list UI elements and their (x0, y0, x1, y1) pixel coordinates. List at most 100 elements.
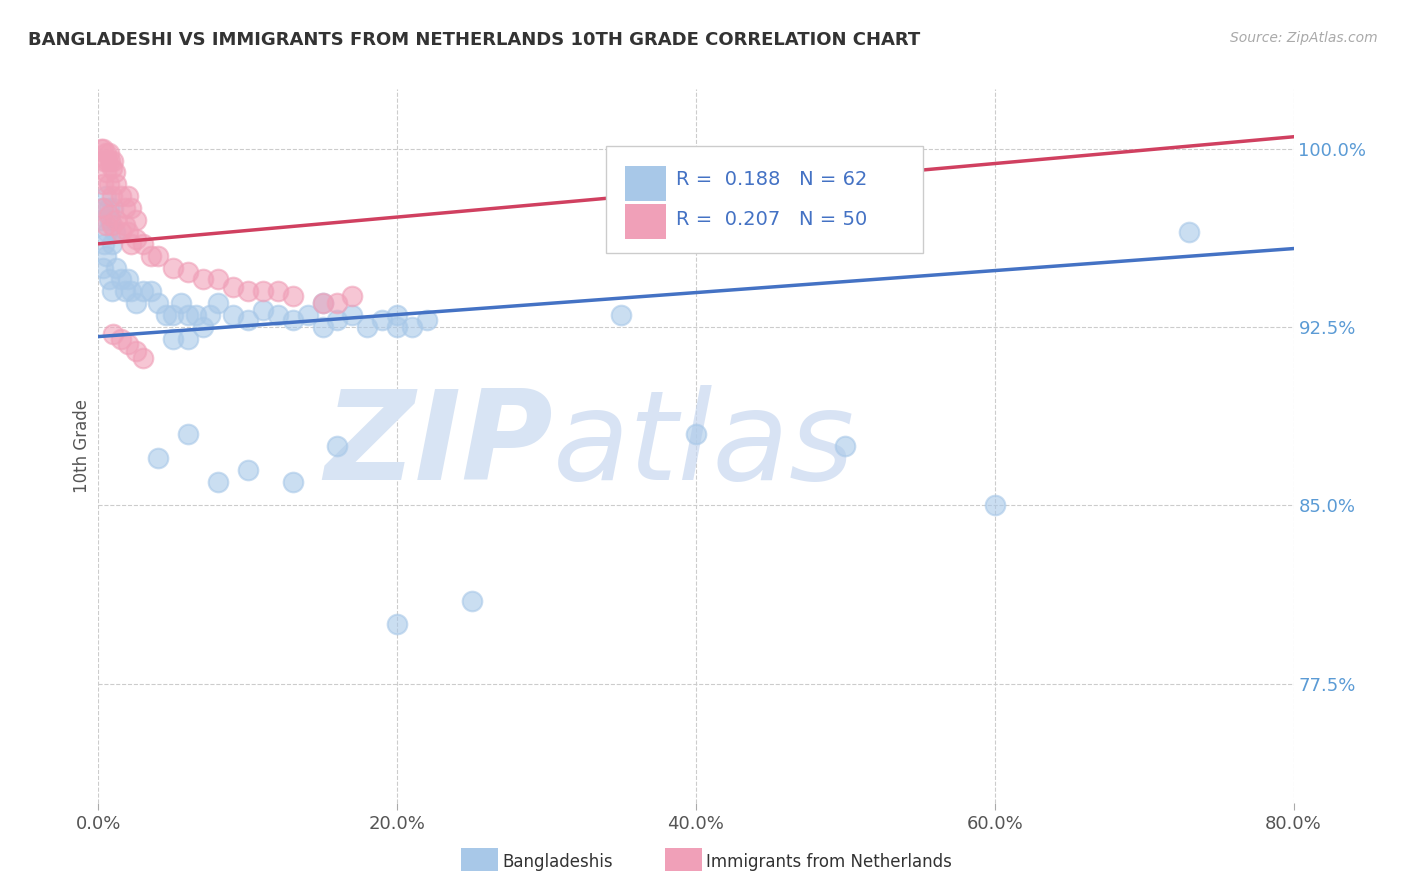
Point (252, 285, 274, 299)
Point (91, 260, 114, 275)
Point (132, 351, 155, 365)
Point (281, 313, 304, 327)
Point (104, 225, 127, 239)
Point (983, 499, 1005, 513)
Point (98, 153, 122, 168)
FancyBboxPatch shape (606, 146, 922, 253)
Point (114, 201, 136, 215)
Point (103, 201, 125, 215)
Point (281, 289, 304, 303)
Point (222, 279, 245, 293)
Text: Immigrants from Netherlands: Immigrants from Netherlands (706, 853, 952, 871)
Point (385, 617, 409, 632)
Point (222, 308, 245, 322)
Point (94, 146, 117, 161)
Point (101, 161, 124, 175)
Point (125, 296, 148, 310)
Point (103, 153, 125, 168)
Point (385, 308, 409, 322)
Point (139, 285, 162, 299)
Point (401, 320, 423, 334)
Point (191, 272, 214, 286)
Point (177, 308, 200, 322)
Point (200, 308, 222, 322)
Point (101, 285, 124, 299)
Point (162, 332, 184, 346)
Point (267, 285, 290, 299)
Point (91, 142, 114, 156)
Point (834, 439, 856, 453)
Point (90, 142, 112, 156)
Point (685, 427, 707, 442)
Point (101, 218, 124, 232)
Point (132, 236, 155, 251)
Point (342, 308, 364, 322)
Point (110, 189, 132, 203)
Point (207, 272, 229, 286)
Point (103, 327, 125, 342)
Point (169, 296, 191, 310)
Point (236, 313, 259, 327)
Point (326, 296, 349, 310)
Point (105, 213, 128, 227)
Point (96, 153, 118, 168)
Point (117, 225, 139, 239)
Point (155, 308, 177, 322)
Point (117, 272, 139, 286)
Point (91, 201, 114, 215)
Point (326, 313, 349, 327)
Point (342, 289, 364, 303)
Point (105, 260, 128, 275)
Point (177, 427, 200, 442)
Point (177, 265, 200, 279)
Point (117, 189, 139, 203)
Point (416, 313, 439, 327)
Point (101, 189, 124, 203)
Point (148, 296, 170, 310)
Point (110, 272, 132, 286)
Point (162, 260, 184, 275)
Point (184, 308, 207, 322)
Point (97, 178, 120, 192)
Point (98, 213, 122, 227)
Point (252, 303, 274, 318)
Point (148, 450, 170, 465)
Point (207, 475, 229, 489)
Text: R =  0.188   N = 62: R = 0.188 N = 62 (676, 170, 868, 189)
Point (148, 249, 170, 263)
Point (97, 146, 120, 161)
Point (110, 225, 132, 239)
Point (120, 201, 142, 215)
Text: BANGLADESHI VS IMMIGRANTS FROM NETHERLANDS 10TH GRADE CORRELATION CHART: BANGLADESHI VS IMMIGRANTS FROM NETHERLAN… (28, 31, 921, 49)
Point (94, 165, 117, 179)
Text: Bangladeshis: Bangladeshis (502, 853, 613, 871)
Point (207, 296, 229, 310)
Point (104, 165, 127, 179)
Point (311, 320, 333, 334)
Point (94, 218, 117, 232)
Y-axis label: 10th Grade: 10th Grade (73, 399, 91, 493)
Text: Source: ZipAtlas.com: Source: ZipAtlas.com (1230, 31, 1378, 45)
Point (461, 593, 484, 607)
Point (297, 308, 319, 322)
Point (385, 320, 409, 334)
Point (281, 475, 304, 489)
Point (96, 225, 118, 239)
Point (132, 285, 155, 299)
Point (311, 296, 333, 310)
Point (191, 320, 214, 334)
Point (97, 272, 120, 286)
Point (177, 332, 200, 346)
Point (162, 308, 184, 322)
Point (94, 189, 117, 203)
Point (91, 178, 114, 192)
Point (236, 463, 259, 477)
Point (125, 232, 148, 246)
Point (326, 439, 349, 453)
Point (110, 332, 132, 346)
Text: R =  0.207   N = 50: R = 0.207 N = 50 (676, 211, 868, 229)
Point (371, 313, 394, 327)
Point (105, 178, 128, 192)
Point (93, 153, 115, 168)
Point (236, 285, 259, 299)
